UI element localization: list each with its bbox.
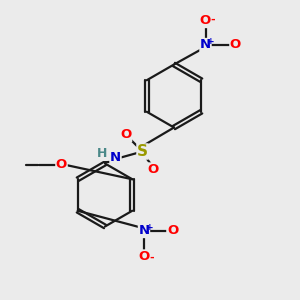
Text: -: - (211, 14, 215, 25)
Text: O: O (167, 224, 178, 238)
Text: N: N (110, 151, 121, 164)
Text: O: O (147, 163, 159, 176)
Text: H: H (97, 147, 107, 161)
Text: O: O (120, 128, 132, 142)
Text: O: O (230, 38, 241, 52)
Text: +: + (146, 224, 153, 232)
Text: O: O (138, 250, 150, 263)
Text: N: N (200, 38, 211, 52)
Text: N: N (138, 224, 150, 238)
Text: O: O (200, 14, 211, 28)
Text: -: - (149, 253, 154, 263)
Text: O: O (56, 158, 67, 172)
Text: S: S (137, 144, 148, 159)
Text: +: + (207, 38, 215, 46)
